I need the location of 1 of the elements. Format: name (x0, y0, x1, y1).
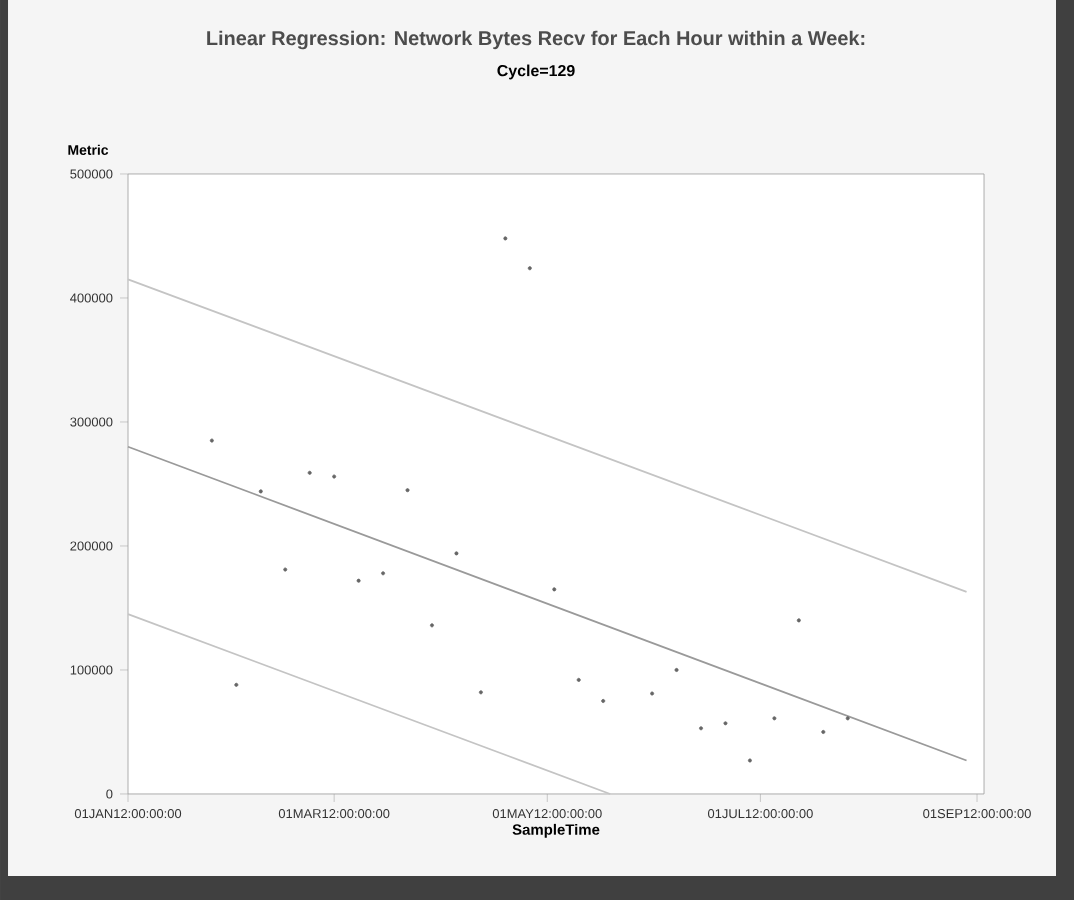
chart-title: Linear Regression: Network Bytes Recv for Each Hour within a Week: (207, 30, 865, 50)
